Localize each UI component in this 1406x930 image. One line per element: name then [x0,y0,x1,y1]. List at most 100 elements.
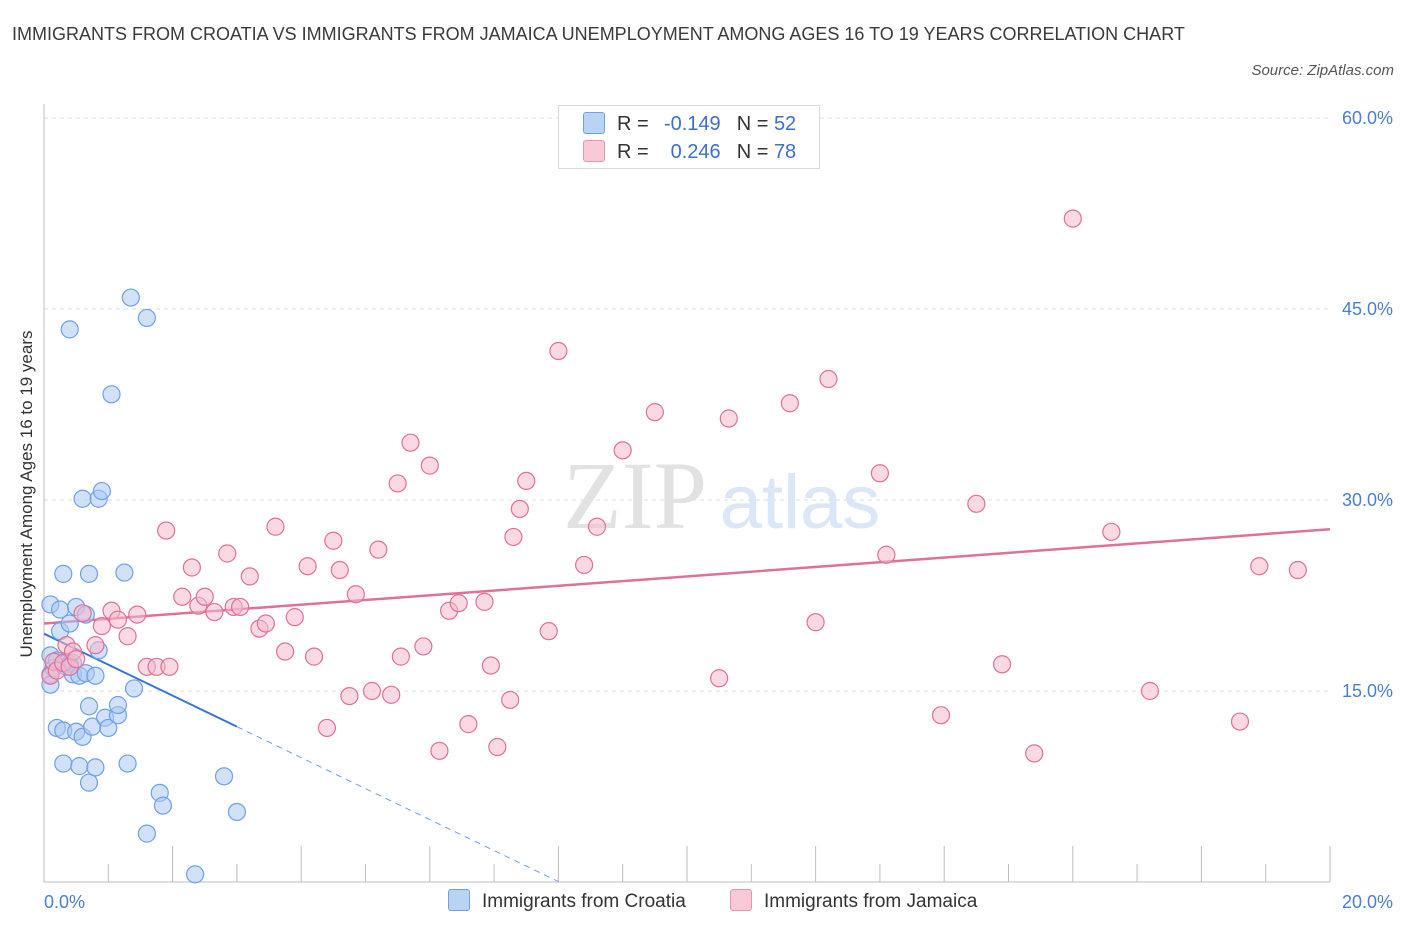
jamaica-point [1288,560,1307,580]
legend-row-croatia: R = -0.149 N = 52 [583,111,796,137]
croatia-point [102,385,121,404]
croatia-point [92,481,111,501]
trend-line-jamaica [43,528,1331,625]
croatia-point [186,865,205,884]
source-label: Source: ZipAtlas.com [1251,62,1394,79]
croatia-point [108,695,128,715]
bottom-legend-swatch-croatia [448,889,470,911]
jamaica-point [317,718,337,738]
jamaica-point [549,341,568,361]
croatia-point [79,564,99,583]
croatia-point [118,754,137,773]
stats-legend: R = -0.149 N = 52 R = 0.246 N = 78 [558,105,820,169]
jamaica-point [539,622,558,641]
jamaica-point [870,464,890,483]
legend-r-value-jamaica: 0.246 [670,141,721,163]
jamaica-point [391,647,410,666]
jamaica-point [128,605,147,624]
y-axis-label: Unemployment Among Ages 16 to 19 years [17,331,36,658]
jamaica-point [806,613,825,632]
jamaica-point [510,499,529,519]
watermark: ZIP atlas [563,442,880,549]
croatia-point [86,666,105,685]
jamaica-point [1140,681,1160,701]
jamaica-points [41,209,1307,763]
jamaica-point [780,394,799,413]
jamaica-point [414,637,433,656]
bottom-legend-label-croatia: Immigrants from Croatia [482,891,686,912]
croatia-point [121,288,140,307]
jamaica-point [205,602,224,622]
jamaica-point [340,686,359,706]
bottom-legend-croatia: Immigrants from Croatia [448,889,686,915]
jamaica-point [118,627,137,646]
jamaica-point [587,517,607,536]
jamaica-point [304,647,324,666]
watermark-atlas: atlas [720,460,881,545]
jamaica-point [430,741,449,760]
y-tick-label-1: 30.0% [1342,490,1393,510]
jamaica-point [362,681,382,701]
jamaica-point [719,409,738,428]
jamaica-point [481,656,500,675]
legend-r-label: R = [617,141,649,163]
bottom-legend-label-jamaica: Immigrants from Jamaica [764,891,978,912]
jamaica-point [382,685,401,704]
jamaica-point [420,456,439,475]
legend-n-label: N = [736,141,769,163]
croatia-point [137,824,156,843]
jamaica-point [1250,557,1269,576]
jamaica-point [285,608,304,627]
croatia-point [54,754,73,773]
jamaica-point [475,592,494,611]
legend-n-label: N = [736,113,769,135]
jamaica-point [240,567,259,586]
jamaica-point [931,706,951,725]
jamaica-point [504,527,523,547]
jamaica-point [330,560,349,580]
jamaica-point [73,604,92,623]
legend-r-label: R = [617,113,649,135]
croatia-point [137,308,156,328]
jamaica-point [173,587,192,606]
croatia-point [79,773,99,792]
legend-swatch-croatia [583,112,605,134]
y-tick-labels: 15.0% 30.0% 45.0% 60.0% [1342,108,1393,701]
jamaica-point [67,650,86,669]
jamaica-point [575,555,594,575]
trend-line-croatia-extension [236,726,559,883]
legend-n-value-croatia: 52 [773,113,797,135]
legend-swatch-jamaica [583,140,605,162]
bottom-legend-jamaica: Immigrants from Jamaica [730,889,977,915]
croatia-point [86,758,105,777]
jamaica-point [877,545,896,564]
croatia-point [153,796,173,815]
jamaica-point [108,610,128,629]
croatia-point [73,489,92,508]
jamaica-point [992,655,1012,674]
croatia-point [227,802,246,822]
x-tick-label-min: 0.0% [44,892,85,912]
jamaica-point [819,369,838,389]
croatia-point [60,320,79,339]
croatia-point [124,679,144,698]
y-tick-label-2: 45.0% [1342,299,1393,319]
jamaica-point [488,737,507,757]
jamaica-point [92,616,111,636]
jamaica-point [298,557,317,576]
jamaica-point [967,494,986,513]
jamaica-point [256,614,275,633]
jamaica-point [449,594,468,613]
jamaica-point [324,531,343,550]
x-tick-label-max: 20.0% [1342,892,1393,912]
watermark-zip: ZIP [563,442,707,549]
jamaica-point [266,517,285,536]
jamaica-point [388,474,407,493]
jamaica-point [160,657,179,676]
y-tick-label-0: 15.0% [1342,681,1393,701]
chart-title: IMMIGRANTS FROM CROATIA VS IMMIGRANTS FR… [12,24,1185,44]
legend-r-value-croatia: -0.149 [663,113,721,135]
croatia-point [54,564,73,583]
legend-row-jamaica: R = 0.246 N = 78 [583,139,796,165]
